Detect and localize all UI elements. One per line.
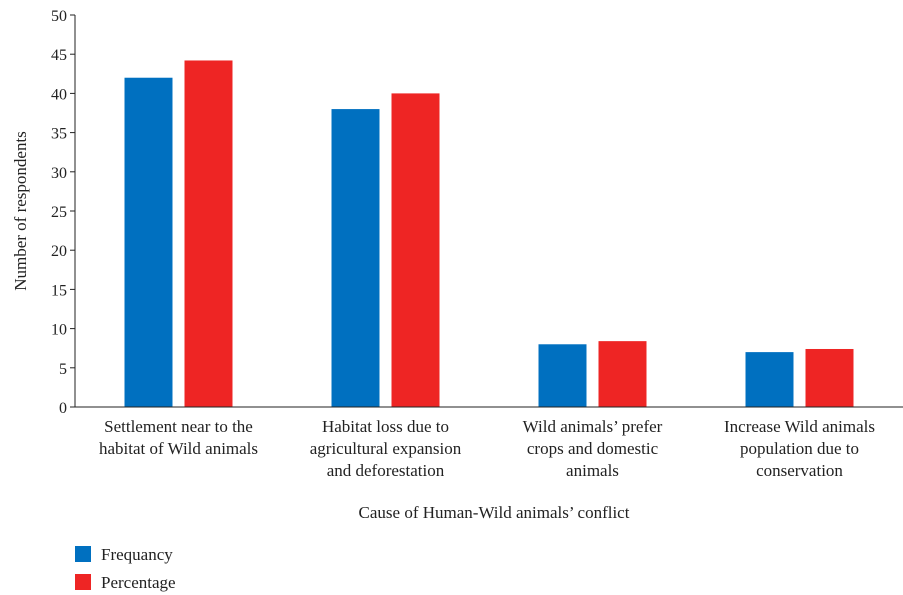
legend-label: Percentage [101,573,176,592]
y-tick-label: 45 [51,47,67,64]
x-category-label: Habitat loss due to agricultural expansio… [310,417,462,480]
bar-series-1-cat-3 [538,344,587,407]
y-tick-label: 5 [59,361,67,378]
bars-layer [124,60,854,408]
legend: Frequancy Percentage [75,545,176,592]
x-category-label: Increase Wild animals population due to co… [724,417,875,480]
y-tick-label: 20 [51,243,67,260]
bar-series-1-cat-4 [745,352,794,407]
y-ticks: 0 5 10 15 20 25 30 35 40 45 50 [51,8,75,417]
x-category-label: Settlement near to the habitat of Wild an… [99,417,258,458]
y-tick-label: 30 [51,165,67,182]
y-tick-label: 10 [51,322,67,339]
y-axis-title: Number of respondents [11,131,30,291]
legend-swatch [75,546,91,562]
y-tick-label: 40 [51,86,67,103]
y-tick-label: 15 [51,282,67,299]
bar-series-1-cat-2 [331,109,380,407]
legend-swatch [75,574,91,590]
bar-series-2-cat-1 [184,60,233,408]
bar-series-2-cat-3 [598,341,647,407]
x-category-labels: Settlement near to the habitat of Wild an… [99,417,875,480]
y-tick-label: 25 [51,204,67,221]
y-tick-label: 50 [51,8,67,25]
x-axis-title: Cause of Human-Wild animals’ conflict [359,503,630,522]
bar-series-2-cat-4 [805,348,854,407]
bar-series-2-cat-2 [391,93,440,408]
legend-label: Frequancy [101,545,173,564]
y-tick-label: 35 [51,126,67,143]
y-tick-label: 0 [59,400,67,417]
bar-series-1-cat-1 [124,77,173,407]
x-category-label: Wild animals’ prefer crops and domestic an… [523,417,663,480]
